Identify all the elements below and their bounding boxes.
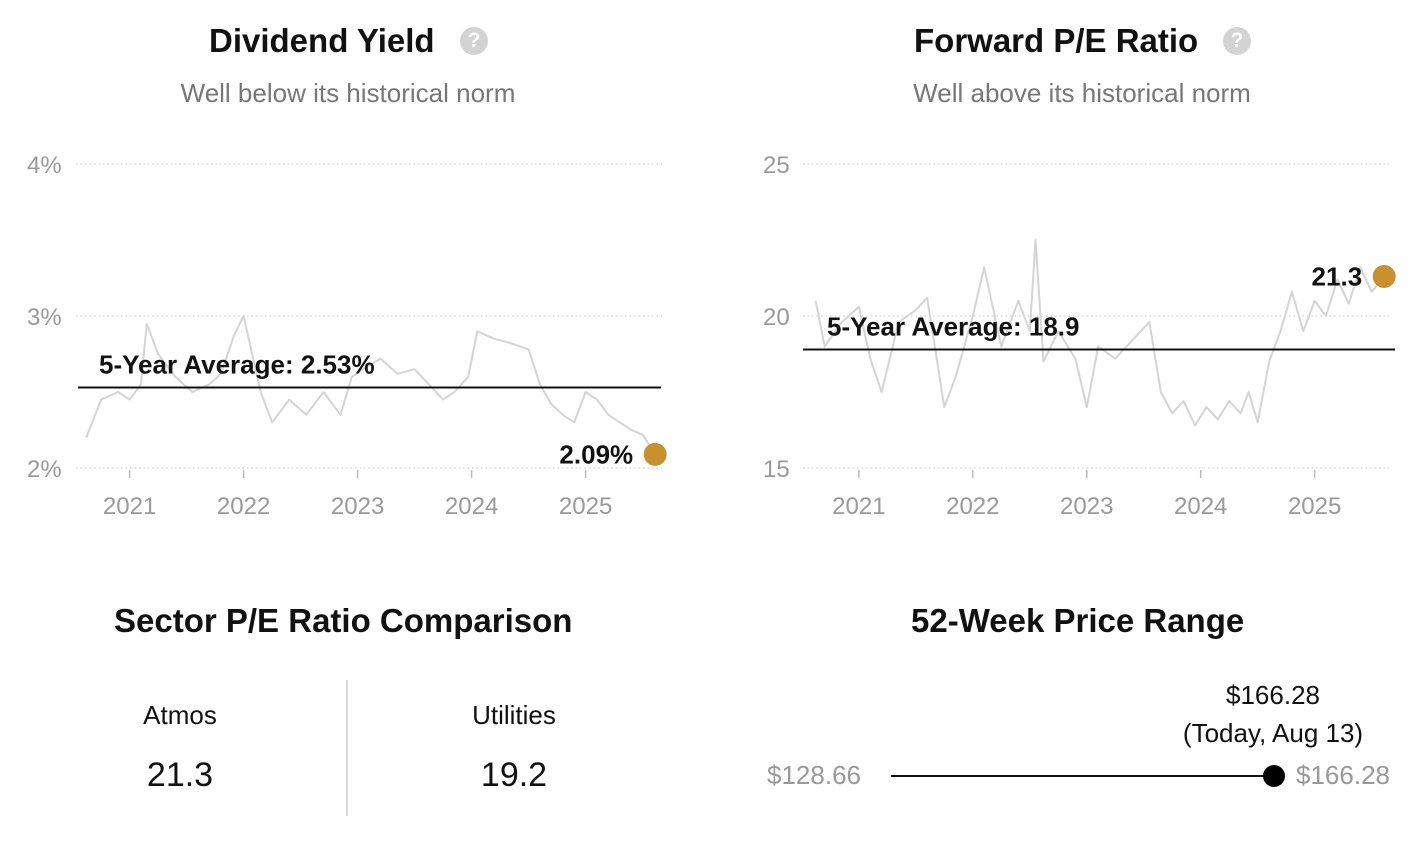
price-range-title: 52-Week Price Range <box>911 602 1245 639</box>
forward-pe-panel: Forward P/E Ratio ? Well above its histo… <box>709 0 1418 540</box>
average-label: 5-Year Average: 18.9 <box>827 311 1079 341</box>
current-value-label: 21.3 <box>1312 261 1363 291</box>
series-line <box>85 315 657 455</box>
dividend-yield-subtitle: Well below its historical norm <box>180 78 516 108</box>
y-tick-label: 20 <box>763 304 790 331</box>
sector-value-utilities: 19.2 <box>480 756 548 794</box>
x-tick-label: 2022 <box>946 493 999 520</box>
dividend-yield-title: Dividend Yield <box>209 22 435 59</box>
current-value-dot <box>643 442 667 466</box>
current-price-marker <box>1263 765 1285 787</box>
price-range-panel: 52-Week Price Range $166.28 (Today, Aug … <box>709 590 1418 840</box>
question-circle-icon[interactable]: ? <box>460 27 488 55</box>
range-high-label: $166.28 <box>1296 760 1390 790</box>
y-tick-label: 4% <box>27 152 62 179</box>
x-tick-label: 2021 <box>103 493 156 520</box>
range-track <box>891 775 1274 777</box>
range-low-label: $128.66 <box>767 760 861 790</box>
forward-pe-subtitle: Well above its historical norm <box>913 78 1251 108</box>
x-tick-label: 2023 <box>331 493 384 520</box>
y-tick-label: 3% <box>27 304 62 331</box>
x-tick-label: 2025 <box>559 493 612 520</box>
y-tick-label: 15 <box>763 456 790 483</box>
current-price-label: $166.28 <box>1226 680 1320 710</box>
sector-pe-panel: Sector P/E Ratio Comparison Atmos 21.3 U… <box>0 590 709 840</box>
average-label: 5-Year Average: 2.53% <box>99 349 375 379</box>
sector-label-atmos: Atmos <box>143 700 217 730</box>
sector-value-atmos: 21.3 <box>146 756 214 794</box>
x-tick-label: 2022 <box>217 493 270 520</box>
x-tick-label: 2024 <box>1174 493 1227 520</box>
current-value-dot <box>1372 264 1396 288</box>
forward-pe-title: Forward P/E Ratio <box>914 22 1199 59</box>
x-tick-label: 2021 <box>832 493 885 520</box>
y-tick-label: 25 <box>763 152 790 179</box>
x-tick-label: 2025 <box>1288 493 1341 520</box>
dividend-yield-panel: Dividend Yield ? Well below its historic… <box>0 0 709 540</box>
sector-divider <box>346 680 348 816</box>
y-tick-label: 2% <box>27 456 62 483</box>
x-tick-label: 2024 <box>445 493 498 520</box>
dividend-yield-chart: 2% 3% 4% 2021 2022 2023 2024 2025 5-Year Average… <box>27 152 667 520</box>
question-circle-icon[interactable]: ? <box>1223 27 1251 55</box>
sector-pe-title: Sector P/E Ratio Comparison <box>114 602 573 639</box>
current-value-label: 2.09% <box>559 439 633 469</box>
x-tick-label: 2023 <box>1060 493 1113 520</box>
current-date-label: (Today, Aug 13) <box>1182 718 1364 748</box>
sector-label-utilities: Utilities <box>472 700 556 730</box>
